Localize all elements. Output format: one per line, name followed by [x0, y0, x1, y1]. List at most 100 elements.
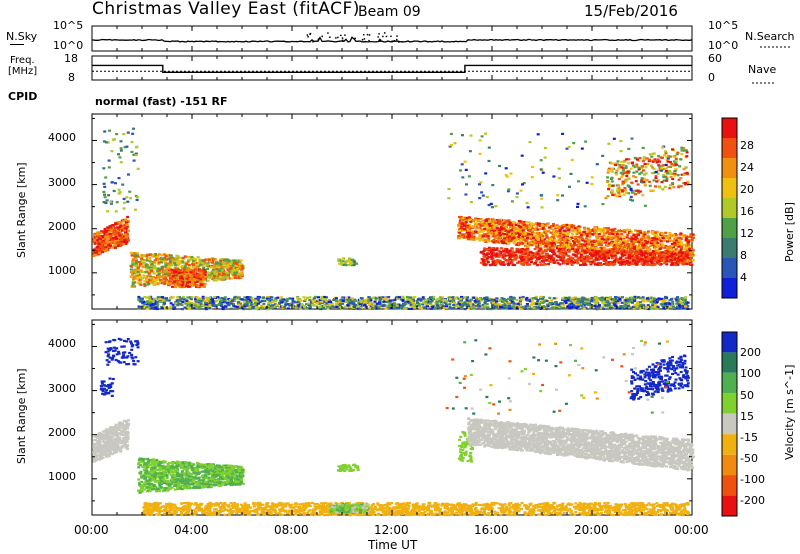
scatter-cell — [195, 304, 199, 307]
scatter-cell — [641, 234, 645, 237]
scatter-cell — [645, 245, 649, 248]
scatter-cell — [555, 306, 559, 310]
scatter-cell — [106, 226, 110, 229]
scatter-cell — [174, 267, 178, 270]
scatter-cell — [171, 303, 175, 306]
scatter-cell — [168, 266, 172, 269]
scatter-cell — [187, 264, 191, 267]
scatter-cell — [621, 254, 625, 257]
scatter-cell — [113, 244, 117, 247]
scatter-cell — [162, 271, 166, 274]
scatter-cell — [375, 302, 379, 305]
scatter-cell — [191, 303, 195, 306]
scatter-cell — [510, 301, 514, 304]
scatter-cell — [165, 297, 168, 300]
scatter-cell — [237, 296, 241, 299]
scatter-cell — [487, 218, 491, 221]
scatter-cell — [190, 275, 194, 278]
scatter-cell — [582, 232, 586, 235]
scatter-cell — [151, 253, 155, 256]
scatter-cell — [222, 258, 226, 262]
scatter-cell — [494, 241, 498, 244]
scatter-cell — [180, 308, 184, 311]
scatter-cell — [472, 296, 476, 299]
scatter-cell — [238, 307, 242, 310]
scatter-cell — [188, 278, 192, 281]
scatter-cell — [574, 230, 577, 233]
scatter-cell — [367, 296, 371, 299]
scatter-cell — [576, 245, 580, 248]
scatter-cell — [143, 284, 147, 287]
scatter-cell — [110, 181, 114, 184]
scatter-cell — [348, 306, 352, 309]
scatter-cell — [595, 246, 598, 249]
scatter-cell — [511, 231, 515, 234]
scatter-cell — [538, 303, 541, 306]
scatter-cell — [409, 296, 412, 299]
scatter-cell — [440, 302, 444, 305]
scatter-cell — [125, 196, 129, 199]
scatter-cell — [176, 262, 180, 265]
scatter-cell — [305, 296, 309, 299]
scatter-cell — [459, 217, 463, 220]
scatter-cell — [242, 308, 246, 311]
scatter-cell — [553, 304, 557, 307]
scatter-cell — [169, 302, 173, 305]
scatter-cell — [571, 230, 575, 233]
scatter-cell — [216, 275, 220, 278]
scatter-cell — [581, 307, 585, 310]
scatter-cell — [539, 297, 542, 300]
scatter-cell — [556, 303, 560, 306]
scatter-cell — [233, 305, 237, 308]
scatter-cell — [231, 260, 235, 263]
scatter-cell — [116, 229, 120, 232]
scatter-cell — [315, 304, 319, 307]
scatter-cell — [320, 304, 324, 307]
scatter-cell — [238, 262, 242, 265]
scatter-cell — [515, 299, 519, 302]
scatter-cell — [235, 269, 239, 272]
scatter-cell — [195, 284, 198, 287]
scatter-cell — [307, 302, 311, 305]
scatter-cell — [565, 246, 569, 249]
scatter-cell — [625, 236, 629, 239]
scatter-cell — [594, 297, 598, 300]
scatter-cell — [132, 153, 136, 156]
scatter-cell — [641, 245, 645, 248]
scatter-cell — [164, 261, 168, 265]
scatter-cell — [161, 304, 165, 307]
scatter-cell — [586, 302, 589, 305]
scatter-cell — [666, 237, 670, 240]
scatter-cell — [655, 307, 659, 310]
scatter-cell — [233, 260, 237, 263]
scatter-cell — [417, 302, 421, 305]
scatter-cell — [676, 307, 680, 310]
scatter-cell — [611, 230, 615, 233]
scatter-cell — [133, 255, 137, 258]
scatter-cell — [437, 297, 441, 300]
scatter-cell — [182, 268, 186, 271]
scatter-cell — [608, 302, 612, 305]
scatter-cell — [253, 302, 257, 305]
scatter-cell — [147, 266, 151, 269]
scatter-cell — [534, 295, 538, 298]
scatter-cell — [575, 297, 579, 300]
scatter-cell — [119, 161, 123, 164]
scatter-cell — [188, 258, 191, 261]
scatter-cell — [132, 270, 136, 273]
scatter-cell — [173, 284, 177, 287]
scatter-cell — [217, 268, 221, 271]
scatter-cell — [286, 297, 289, 301]
scatter-cell — [150, 281, 154, 285]
scatter-cell — [154, 253, 157, 256]
scatter-cell — [143, 280, 147, 283]
scatter-cell — [685, 243, 689, 246]
scatter-cell — [480, 238, 484, 241]
scatter-cell — [477, 222, 481, 225]
scatter-cell — [123, 223, 127, 226]
scatter-cell — [368, 302, 372, 306]
scatter-cell — [645, 249, 649, 252]
scatter-cell — [574, 306, 577, 309]
scatter-cell — [237, 300, 241, 304]
scatter-cell — [160, 261, 163, 264]
